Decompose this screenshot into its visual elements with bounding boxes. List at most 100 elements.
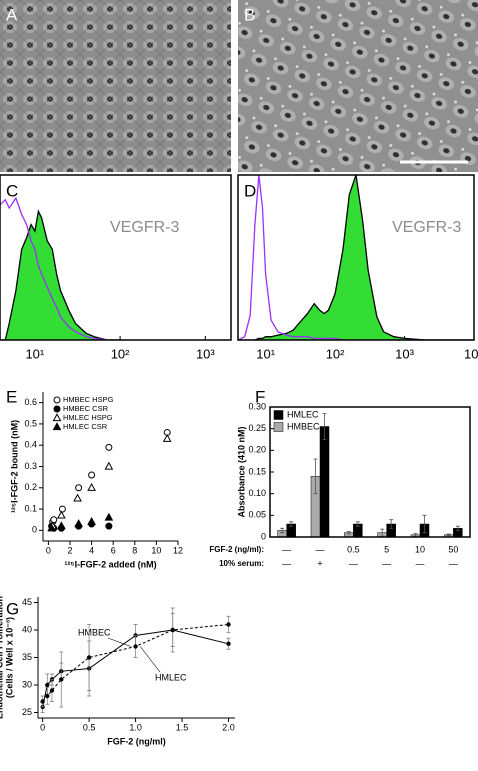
y-axis-label: Absorbance (410 nM) xyxy=(236,426,246,517)
error-bar xyxy=(455,525,460,531)
legend-label: HMBEC xyxy=(287,421,320,431)
y-tick-label: 45 xyxy=(22,597,32,607)
x-tick-label: 10³ xyxy=(395,346,414,361)
micrograph xyxy=(0,0,231,172)
leader-line xyxy=(107,637,132,647)
area-fill xyxy=(238,175,474,340)
marker xyxy=(58,505,66,513)
x-tick-label: 6 xyxy=(111,545,116,555)
plot-frame xyxy=(0,174,232,341)
panel-label: C xyxy=(6,181,18,200)
marker xyxy=(162,433,172,442)
error-bar xyxy=(413,533,418,537)
area-fill xyxy=(0,211,121,340)
y-tick-label: 40 xyxy=(22,624,32,634)
error-bar xyxy=(446,533,451,537)
legend-marker xyxy=(52,413,62,422)
x-tick-label: 10² xyxy=(326,346,345,361)
marker xyxy=(74,519,83,528)
marker xyxy=(105,522,113,530)
y-tick-label: 25 xyxy=(22,707,32,717)
x-axis-label: FGF-2 (ng/ml) xyxy=(107,736,166,746)
y-tick-label: 0.25 xyxy=(248,423,266,433)
leader-line xyxy=(139,646,161,673)
legend-marker xyxy=(53,396,61,404)
category-label: + xyxy=(317,558,322,568)
series-label: HMLEC xyxy=(155,672,187,682)
plot-frame xyxy=(237,174,475,341)
marker xyxy=(57,521,66,530)
marker xyxy=(45,682,50,688)
x-tick-label: 2 xyxy=(67,545,72,555)
error-bar xyxy=(389,519,394,529)
bar xyxy=(319,426,330,538)
marker xyxy=(45,693,50,699)
marker xyxy=(105,443,113,451)
annotation: VEGFR-3 xyxy=(392,219,461,236)
row-label: FGF-2 (ng/ml): xyxy=(209,545,264,554)
panel-label: F xyxy=(255,387,265,406)
error-bar xyxy=(289,521,294,527)
line xyxy=(42,624,229,702)
legend-label: HMLEC CSR xyxy=(63,422,108,431)
annotation: VEGFR-3 xyxy=(110,219,179,236)
y-axis-label: ¹²⁵I-FGF-2 bound (nM) xyxy=(9,420,19,513)
plot-frame xyxy=(269,406,471,538)
category-label: — xyxy=(282,544,291,554)
y-tick-label: 35 xyxy=(22,652,32,662)
micrograph xyxy=(238,0,478,172)
error-bar xyxy=(313,458,318,495)
y-tick-label: 0.30 xyxy=(248,401,266,411)
row-label: 10% serum: xyxy=(219,559,264,568)
marker xyxy=(47,523,56,532)
axis-spine xyxy=(42,392,178,542)
legend-swatch xyxy=(273,422,284,432)
axis-spine xyxy=(37,597,235,719)
marker xyxy=(49,688,55,693)
legend-label: HMLEC HSPG xyxy=(63,413,113,422)
y-tick-label: 0 xyxy=(261,531,266,541)
marker xyxy=(73,493,82,502)
panel-label: B xyxy=(244,5,255,24)
x-tick-label: 1.0 xyxy=(129,722,142,732)
category-label: 50 xyxy=(448,544,458,554)
panel-label: D xyxy=(244,181,256,200)
y-tick-label: 0.6 xyxy=(24,397,37,407)
marker xyxy=(86,655,92,660)
marker xyxy=(226,641,231,646)
legend-label: HMBEC HSPG xyxy=(63,395,114,404)
x-tick-label: 2.0 xyxy=(222,722,235,732)
y-tick-label: 0 xyxy=(32,525,37,535)
category-label: — xyxy=(449,558,458,568)
marker xyxy=(88,471,96,479)
y-tick-label: 0.05 xyxy=(248,510,266,520)
marker xyxy=(226,622,231,627)
category-label: 0.5 xyxy=(347,544,360,554)
legend-label: HMBEC CSR xyxy=(63,404,109,413)
marker xyxy=(104,461,114,470)
panel-label: E xyxy=(6,387,17,406)
histogram-line xyxy=(238,175,474,340)
marker xyxy=(170,627,175,633)
category-label: — xyxy=(416,558,425,568)
marker xyxy=(40,699,45,704)
y-tick-label: 0.5 xyxy=(24,418,37,428)
error-bar xyxy=(422,514,427,534)
category-label: 10 xyxy=(415,544,425,554)
marker xyxy=(75,484,83,492)
legend-swatch xyxy=(273,410,284,420)
x-tick-label: 10¹ xyxy=(256,346,275,361)
legend-label: HMLEC xyxy=(287,409,319,419)
marker xyxy=(87,482,96,491)
x-tick-label: 10¹ xyxy=(25,346,44,361)
histogram-line xyxy=(0,209,121,340)
x-tick-label: 10⁴ xyxy=(464,346,478,361)
x-tick-label: 1.5 xyxy=(176,722,189,732)
x-tick-label: 0 xyxy=(40,722,45,732)
y-axis-label: Endothelial Cell Proliferation xyxy=(0,596,4,719)
y-tick-label: 0.20 xyxy=(248,445,266,455)
x-tick-label: 10³ xyxy=(196,346,215,361)
marker xyxy=(57,510,66,519)
x-tick-label: 0 xyxy=(46,545,51,555)
y-tick-label: 0.3 xyxy=(24,461,37,471)
